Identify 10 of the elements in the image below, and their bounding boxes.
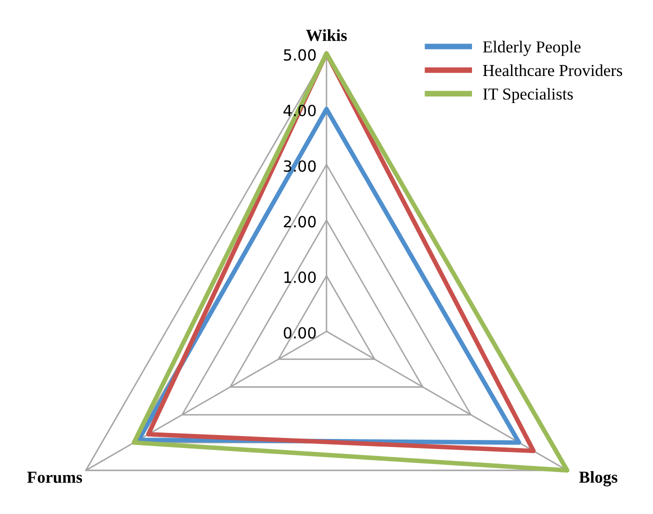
y-tick-label: 5.00 bbox=[284, 49, 316, 61]
spoke-label: Forums bbox=[27, 472, 82, 483]
y-tick-label: 2.00 bbox=[284, 216, 316, 228]
spoke-label: Blogs bbox=[579, 471, 618, 486]
legend-label: IT Specialists bbox=[483, 88, 573, 104]
spoke-label: Wikis bbox=[306, 29, 347, 42]
legend-label: Healthcare Providers bbox=[483, 64, 622, 76]
y-tick-label: 1.00 bbox=[284, 271, 316, 284]
legend-label: Elderly People bbox=[483, 40, 581, 56]
y-tick-label: 0.00 bbox=[284, 327, 316, 339]
